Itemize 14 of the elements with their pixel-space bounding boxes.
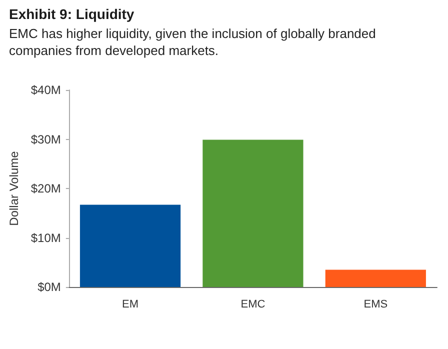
y-tick-label: $30M (30, 132, 61, 146)
y-tick-label: $20M (30, 182, 61, 196)
chart-subtitle: EMC has higher liquidity, given the inclusion of globally branded companies from developed markets. (9, 26, 380, 58)
x-tick-label: EMS (364, 298, 388, 310)
y-tick-label: $0M (38, 280, 61, 294)
x-tick-label: EMC (240, 298, 266, 310)
bar (80, 204, 181, 287)
y-tick-label: $10M (30, 230, 61, 245)
chart-title: Exhibit 9: Liquidity (9, 6, 134, 22)
y-tick-label: $40M (30, 83, 61, 97)
y-axis-title: Dollar Volume (7, 150, 21, 226)
x-tick-label: EM (122, 298, 139, 310)
bar (325, 270, 426, 287)
bar (202, 140, 304, 287)
